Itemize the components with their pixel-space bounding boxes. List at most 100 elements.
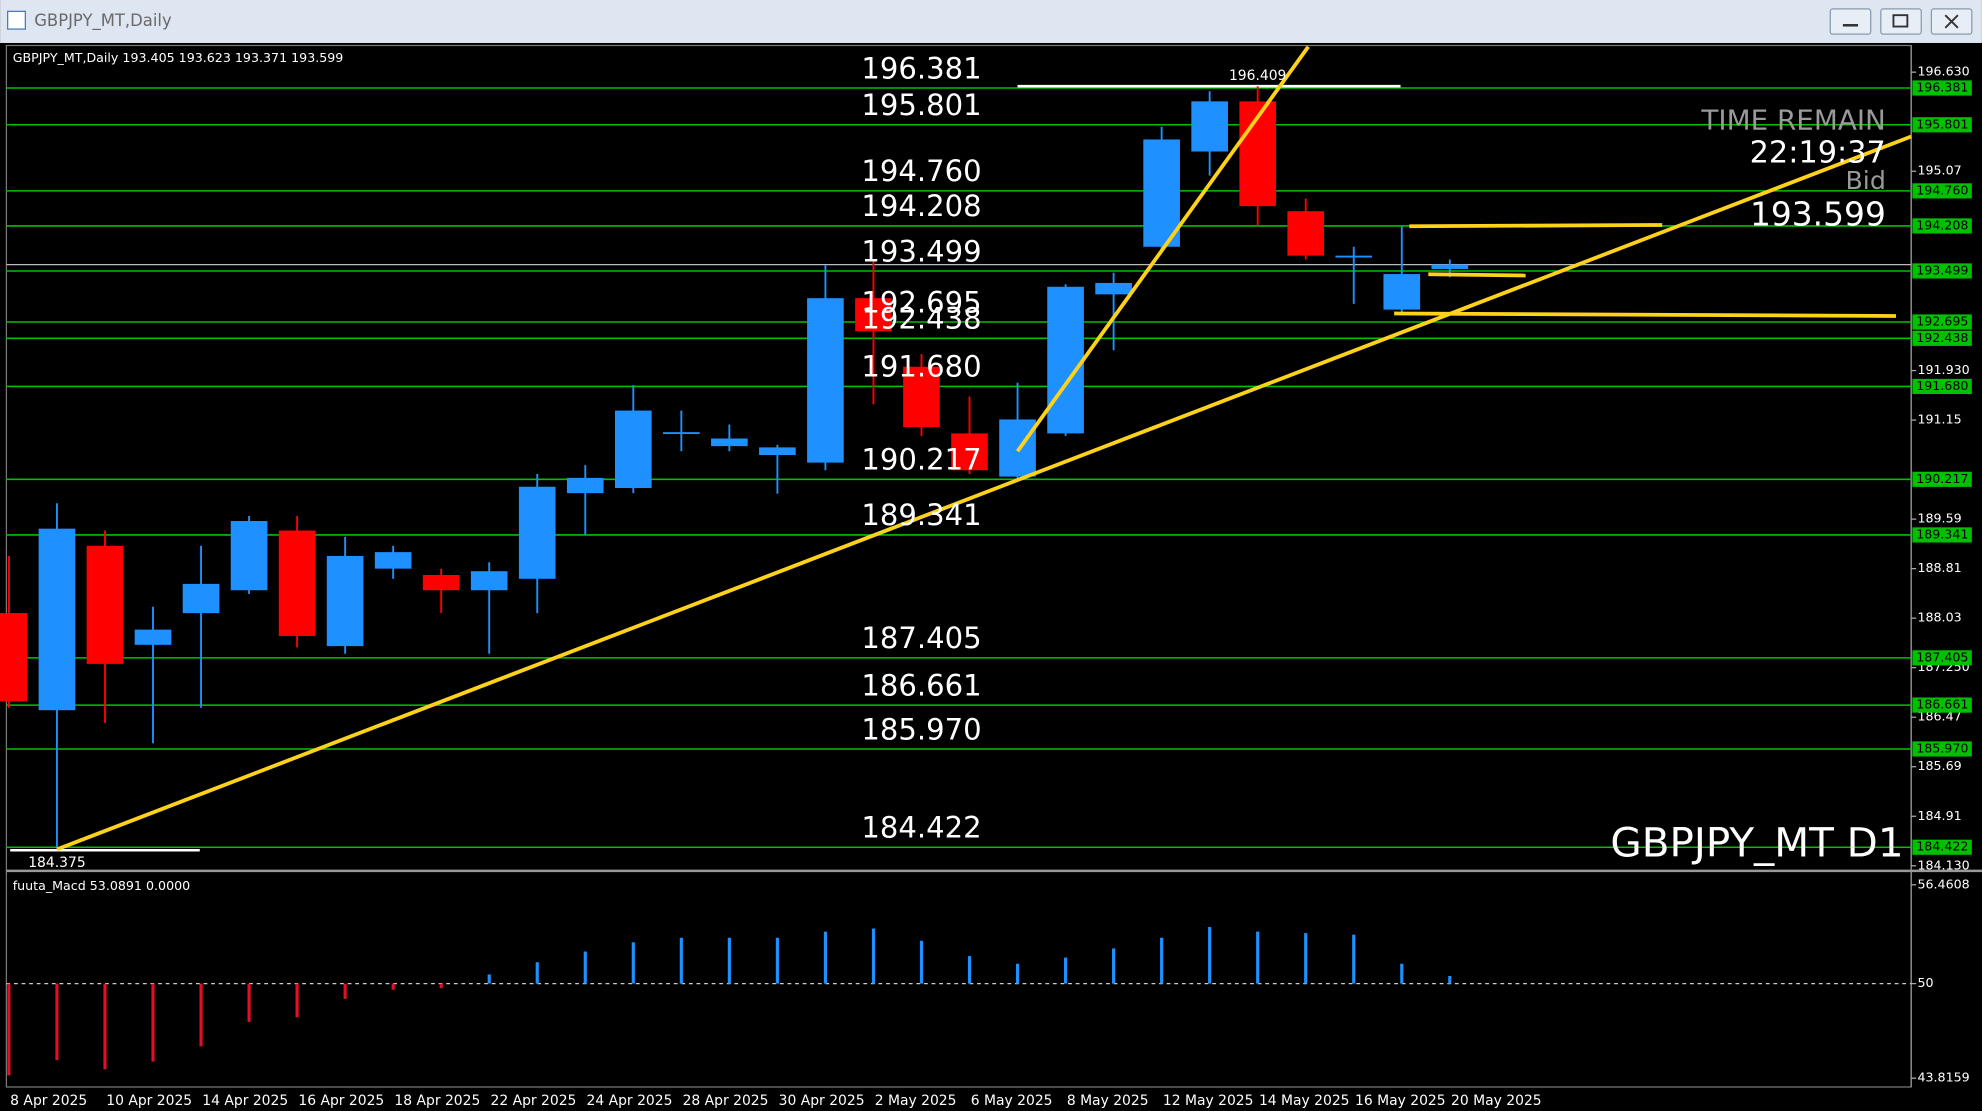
candle-body [518,486,556,579]
level-axis-label: 184.422 [1916,839,1968,854]
candle-body [614,410,652,489]
window-icon [7,10,26,30]
high-price: 193.623 [179,50,231,65]
time-remain-label: TIME REMAIN [1700,103,1885,136]
y-tick-label: 184.91 [1917,808,1961,823]
minimize-button[interactable] [1829,8,1872,35]
open-price: 193.405 [122,50,174,65]
level-axis-box [1912,378,1972,395]
candle-body [711,438,748,447]
x-tick-label: 20 May 2025 [1451,1093,1542,1109]
level-axis-label: 194.208 [1916,217,1968,232]
level-axis-label: 186.661 [1916,697,1968,712]
candle-body [182,583,220,614]
time-remain: 22:19:37 [1750,136,1886,171]
candle-body [326,555,364,647]
window-title: GBPJPY_MT,Daily [34,11,172,31]
close-price: 193.599 [291,50,343,65]
y-tick-label: 189.59 [1917,511,1961,526]
symbol-watermark: GBPJPY_MT D1 [1610,819,1903,867]
level-axis-box [1912,741,1972,757]
level-axis-label: 196.381 [1916,79,1968,94]
level-axis-box [1912,650,1972,666]
candle-body [855,298,892,332]
x-tick-label: 10 Apr 2025 [106,1093,192,1109]
chart-header: GBPJPY_MT,Daily 193.405 193.623 193.371 … [13,50,344,65]
low-marker-label: 184.375 [28,855,85,871]
y-tick-label: 188.03 [1917,610,1961,625]
level-label: 189.341 [861,498,981,532]
level-axis-box [1912,263,1972,279]
candle-body [951,433,988,471]
candle-body [759,447,796,456]
x-tick-label: 18 Apr 2025 [394,1093,480,1109]
x-tick-label: 12 May 2025 [1163,1093,1254,1109]
bid-label: Bid [1845,166,1885,195]
level-axis-box [1912,697,1972,713]
level-axis-box [1912,527,1972,543]
candle-body [86,545,124,664]
candle-body [566,477,604,494]
level-axis-label: 191.680 [1916,378,1968,393]
level-label: 191.680 [861,350,981,384]
level-axis-box [1912,218,1972,234]
level-label: 185.970 [861,712,981,746]
candle-body [38,528,76,711]
candle-body [0,613,28,702]
level-axis-box [1912,839,1972,855]
x-tick-label: 8 Apr 2025 [10,1093,87,1109]
level-label: 192.695 [861,285,981,319]
levels [6,84,1912,852]
restore-button[interactable] [1880,8,1922,35]
indicator-value: 0.0000 [146,878,190,893]
y-tick-label: 188.81 [1917,560,1961,575]
level-label: 194.760 [861,154,981,188]
level-label: 194.208 [861,189,981,223]
x-tick-label: 24 Apr 2025 [587,1093,673,1109]
x-tick-label: 8 May 2025 [1067,1093,1149,1109]
trendlines [56,45,1912,852]
x-tick-label: 22 Apr 2025 [490,1093,576,1109]
x-tick-label: 16 Apr 2025 [298,1093,384,1109]
x-tick-label: 30 Apr 2025 [779,1093,865,1109]
indicator-value: 53.0891 [90,878,142,893]
level-axis-label: 190.217 [1916,471,1968,486]
candle-body [422,574,460,591]
candle-body [278,530,316,636]
bid-price: 193.599 [1750,195,1886,234]
level-axis-box [1912,471,1972,487]
y-tick-label: 191.930 [1917,362,1969,377]
candle-body [1431,264,1469,269]
y-tick-label: 50 [1917,975,1933,990]
level-label: 193.499 [861,234,981,268]
level-label: 186.661 [861,668,981,702]
candle-body [470,571,508,591]
trendline [1016,45,1310,453]
trendline [1428,272,1526,278]
x-tick-label: 14 May 2025 [1259,1093,1350,1109]
y-tick-label: 185.69 [1917,758,1961,773]
y-tick-label: 191.15 [1917,412,1961,427]
indicator-name: fuuta_Macd [13,878,86,893]
labels: 184.130184.91185.69186.47187.250188.0318… [10,51,1972,1109]
candle-body [374,552,412,569]
level-axis-label: 194.760 [1916,182,1968,197]
level-axis-label: 187.405 [1916,649,1968,664]
macd-header: fuuta_Macd 53.0891 0.0000 [13,878,190,893]
window-buttons [1829,8,1973,35]
level-axis-label: 189.341 [1916,526,1968,541]
level-label: 190.217 [861,443,981,477]
level-axis-label: 195.801 [1916,116,1968,131]
x-tick-label: 2 May 2025 [875,1093,957,1109]
low-price: 193.371 [235,50,287,65]
level-label: 196.381 [861,51,981,85]
title-bar [0,0,1982,43]
candle-body [663,432,700,435]
level-axis-box [1912,183,1972,199]
x-tick-label: 28 Apr 2025 [683,1093,769,1109]
y-tick-label: 43.8159 [1917,1070,1969,1085]
macd-pane: 56.4608 50 43.8159 [6,876,1970,1085]
level-axis-box [1912,314,1972,330]
candle-body [1143,139,1180,247]
